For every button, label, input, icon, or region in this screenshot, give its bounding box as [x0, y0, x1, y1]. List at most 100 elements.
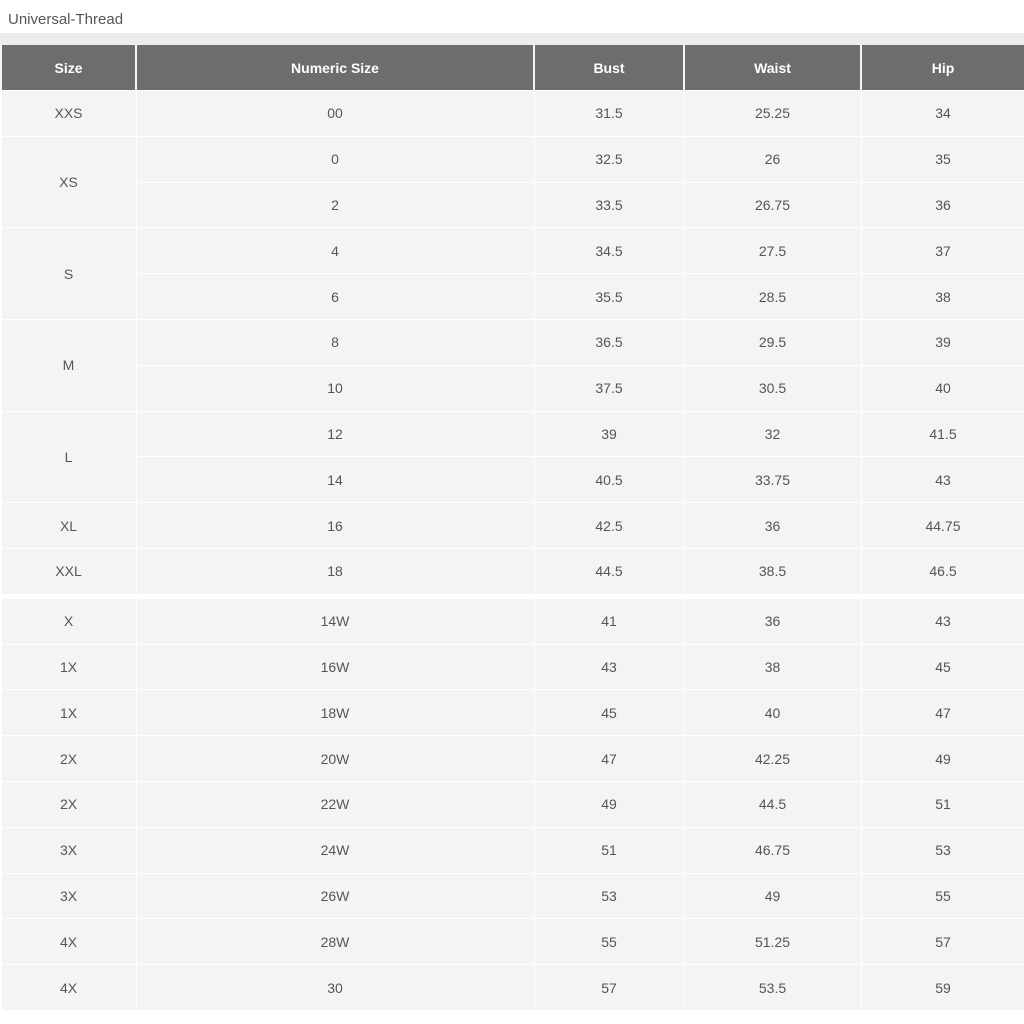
waist-cell: 38 [683, 643, 862, 691]
numeric-size-cell: 24W [135, 826, 535, 874]
bust-cell: 55 [533, 918, 685, 966]
numeric-size-cell: 2 [135, 181, 535, 229]
numeric-size-cell: 8 [135, 318, 535, 366]
numeric-size-cell: 28W [135, 918, 535, 966]
size-cell: S [0, 227, 137, 320]
bust-cell: 33.5 [533, 181, 685, 229]
waist-cell: 51.25 [683, 918, 862, 966]
hip-cell: 40 [860, 364, 1024, 412]
numeric-size-cell: 22W [135, 780, 535, 828]
hip-cell: 57 [860, 918, 1024, 966]
bust-cell: 37.5 [533, 364, 685, 412]
bust-cell: 43 [533, 643, 685, 691]
numeric-size-cell: 00 [135, 90, 535, 137]
numeric-size-cell: 0 [135, 135, 535, 183]
waist-cell: 36 [683, 593, 862, 645]
hip-cell: 39 [860, 318, 1024, 366]
size-cell: X [0, 593, 137, 645]
bust-cell: 35.5 [533, 273, 685, 320]
waist-cell: 36 [683, 502, 862, 549]
hip-cell: 38 [860, 273, 1024, 320]
waist-cell: 29.5 [683, 318, 862, 366]
header-size: Size [0, 45, 137, 91]
hip-cell: 45 [860, 643, 1024, 691]
hip-cell: 53 [860, 826, 1024, 874]
title-divider [0, 33, 1024, 45]
hip-cell: 43 [860, 593, 1024, 645]
hip-cell: 37 [860, 227, 1024, 275]
waist-cell: 26.75 [683, 181, 862, 229]
hip-cell: 35 [860, 135, 1024, 183]
waist-cell: 33.75 [683, 456, 862, 504]
size-chart-table: Size Numeric Size Bust Waist Hip XXS 00 31… [0, 45, 1024, 1011]
bust-cell: 42.5 [533, 502, 685, 549]
numeric-size-cell: 14W [135, 593, 535, 645]
size-cell: XL [0, 502, 137, 549]
bust-cell: 40.5 [533, 456, 685, 504]
table-row: 2X 20W 47 42.25 49 [0, 735, 1024, 782]
table-row: 1X 16W 43 38 45 [0, 643, 1024, 691]
bust-cell: 36.5 [533, 318, 685, 366]
table-row: M 8 36.5 29.5 39 [0, 318, 1024, 412]
table-row: 2X 22W 49 44.5 51 [0, 780, 1024, 828]
table-row: 10 37.5 30.5 40 [1, 364, 1024, 412]
waist-cell: 46.75 [683, 826, 862, 874]
bust-cell: 51 [533, 826, 685, 874]
numeric-size-cell: 20W [135, 735, 535, 782]
size-cell: 3X [0, 872, 137, 920]
numeric-size-cell: 14 [135, 456, 535, 504]
numeric-size-cell: 16W [135, 643, 535, 691]
numeric-size-cell: 26W [135, 872, 535, 920]
bust-cell: 41 [533, 593, 685, 645]
hip-cell: 59 [860, 964, 1024, 1011]
size-cell: 2X [0, 735, 137, 782]
numeric-size-cell: 10 [135, 364, 535, 412]
table-row: 3X 26W 53 49 55 [0, 872, 1024, 920]
waist-cell: 27.5 [683, 227, 862, 275]
table-row: 4X 30 57 53.5 59 [0, 964, 1024, 1011]
table-row: XXL 18 44.5 38.5 46.5 [0, 547, 1024, 597]
hip-cell: 41.5 [860, 410, 1024, 458]
bust-cell: 34.5 [533, 227, 685, 275]
size-cell: 4X [0, 964, 137, 1011]
hip-cell: 34 [860, 90, 1024, 137]
chart-title: Universal-Thread [8, 11, 124, 28]
hip-cell: 44.75 [860, 502, 1024, 549]
waist-cell: 40 [683, 689, 862, 737]
size-cell: 1X [0, 643, 137, 691]
table-row: XS 0 32.5 26 35 [0, 135, 1024, 229]
size-cell: 3X [0, 826, 137, 874]
waist-cell: 32 [683, 410, 862, 458]
hip-cell: 55 [860, 872, 1024, 920]
table-row: 3X 24W 51 46.75 53 [0, 826, 1024, 874]
bust-cell: 49 [533, 780, 685, 828]
waist-cell: 49 [683, 872, 862, 920]
numeric-size-cell: 12 [135, 410, 535, 458]
bust-cell: 57 [533, 964, 685, 1011]
waist-cell: 38.5 [683, 547, 862, 597]
size-cell: M [0, 318, 137, 412]
size-cell: 4X [0, 918, 137, 966]
size-cell: XXL [0, 547, 137, 597]
numeric-size-cell: 16 [135, 502, 535, 549]
size-cell: 2X [0, 780, 137, 828]
table-row: XXS 00 31.5 25.25 34 [0, 90, 1024, 137]
header-waist: Waist [683, 45, 862, 91]
table-row: 2 33.5 26.75 36 [1, 181, 1024, 229]
table-row: X 14W 41 36 43 [0, 593, 1024, 645]
bust-cell: 45 [533, 689, 685, 737]
bust-cell: 53 [533, 872, 685, 920]
size-cell: XS [0, 135, 137, 229]
hip-cell: 43 [860, 456, 1024, 504]
hip-cell: 46.5 [860, 547, 1024, 597]
size-cell: 1X [0, 689, 137, 737]
hip-cell: 51 [860, 780, 1024, 828]
table-row: 4X 28W 55 51.25 57 [0, 918, 1024, 966]
bust-cell: 31.5 [533, 90, 685, 137]
bust-cell: 32.5 [533, 135, 685, 183]
bust-cell: 39 [533, 410, 685, 458]
table-row: L 12 39 32 41.5 [0, 410, 1024, 504]
header-bust: Bust [533, 45, 685, 91]
table-row: S 4 34.5 27.5 37 [0, 227, 1024, 320]
table-row: 1X 18W 45 40 47 [0, 689, 1024, 737]
